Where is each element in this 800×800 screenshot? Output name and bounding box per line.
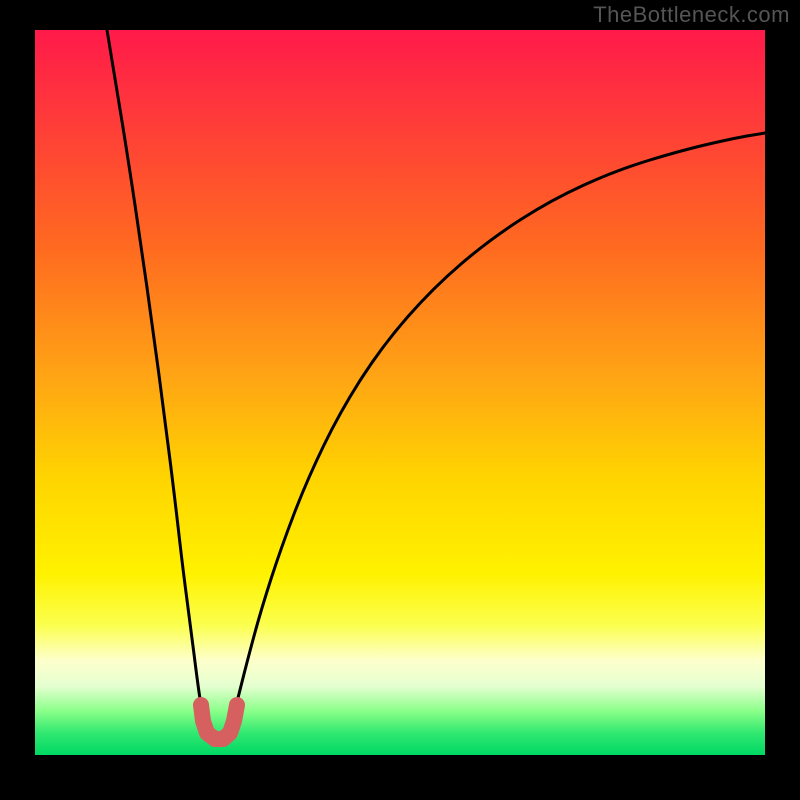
watermark-text: TheBottleneck.com <box>593 2 790 28</box>
plot-background <box>35 30 765 755</box>
bottleneck-curve-chart <box>0 0 800 800</box>
